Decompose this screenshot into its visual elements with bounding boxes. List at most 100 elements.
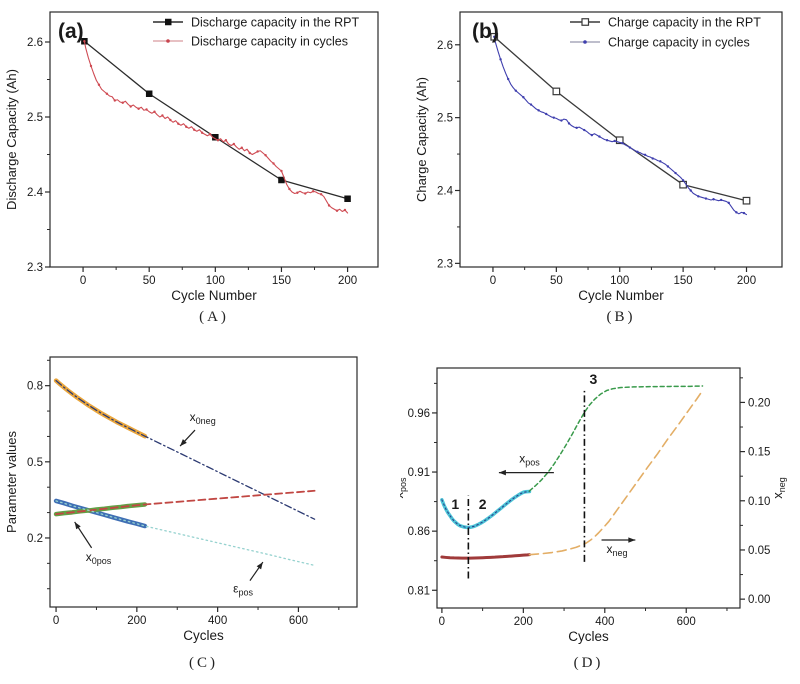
series-marker: [185, 125, 188, 128]
annotation-arrow-head: [180, 439, 187, 447]
series-charge-capacity-in-cycles: [493, 35, 748, 216]
series-marker: [529, 103, 533, 106]
y-right-tick-label: 0.05: [748, 545, 770, 557]
series-marker: [537, 109, 540, 112]
series-x0pos-fitted: [55, 489, 316, 516]
charge-capacity-chart: 0 50 100 150 200 2.3 2.4 2.5 2.6 Cycle Number Char…: [414, 11, 783, 303]
y-axis-label: xpos: [400, 477, 408, 499]
parameter-values-chart: 0 200 400 600 0.2 0.5 0.8 Cycles Parameter value…: [4, 356, 358, 643]
annotation-arrow: [249, 561, 264, 581]
legend-label: Discharge capacity in the RPT: [191, 16, 359, 30]
series-marker: [89, 64, 93, 68]
series-marker: [212, 134, 219, 141]
series-marker: [636, 150, 639, 154]
series-marker: [628, 146, 632, 149]
x-axis-label: Cycles: [568, 629, 609, 644]
legend-label: Charge capacity in the RPT: [608, 16, 761, 30]
x-tick-label: 0: [53, 615, 59, 627]
series-marker: [621, 141, 624, 145]
annotation-label-pos: εpos: [233, 582, 253, 598]
annotation-label-3: 3: [589, 371, 597, 387]
y-tick-label: 0.96: [408, 408, 430, 420]
series-marker: [97, 83, 101, 86]
caption-b: (B): [606, 309, 636, 325]
x-tick-label: 50: [550, 275, 563, 287]
y-tick-label: 0.86: [408, 526, 430, 538]
y-tick-label: 0.81: [408, 585, 430, 597]
y-axis-label: Discharge Capacity (Ah): [4, 69, 19, 210]
panel-stoichiometry: 0 200 400 600 0.81 0.86 0.91 0.96 0.00 0.05 0.10 0.…: [400, 340, 800, 684]
x-tick-label: 600: [677, 616, 696, 628]
series-marker: [560, 119, 563, 122]
series-marker: [192, 128, 196, 131]
series-marker: [552, 116, 556, 119]
series-marker: [216, 139, 220, 142]
stoichiometry-chart: 0 200 400 6000.810.860.910.960.000.050.100.…: [400, 367, 787, 644]
series-marker: [304, 192, 307, 195]
series-marker: [105, 92, 109, 95]
series-marker: [590, 133, 594, 137]
series-x-neg-measured: [440, 553, 531, 560]
series-line: [83, 40, 349, 200]
x-axis: 0 50 100 150 200: [490, 267, 756, 287]
y-tick-label: 2.4: [437, 186, 454, 198]
annotation-arrow-head: [498, 469, 506, 476]
series-discharge-capacity-in-cycles: [83, 40, 349, 214]
series-marker: [248, 151, 251, 155]
series-marker: [742, 196, 751, 205]
y-tick-label: 2.6: [437, 40, 453, 52]
legend-marker: [581, 18, 590, 26]
annotation-text: (a): [58, 20, 84, 43]
legend-marker: [166, 39, 170, 43]
annotation-text: 3: [589, 371, 597, 387]
series-marker: [161, 114, 164, 117]
caption-d: (D): [573, 655, 604, 671]
series-marker: [280, 169, 283, 173]
panel-charge-capacity: 0 50 100 150 200 2.3 2.4 2.5 2.6 Cycle Number Char…: [400, 0, 800, 340]
x-axis: 0 50 100 150 200: [80, 267, 357, 287]
series-marker: [575, 126, 578, 130]
series-line: [493, 36, 748, 202]
caption-a: (A): [199, 309, 229, 325]
x-tick-label: 200: [338, 275, 357, 287]
annotation-arrow-head: [256, 562, 263, 570]
y-tick-label: 2.4: [27, 187, 44, 199]
x-tick-label: 200: [514, 616, 533, 628]
x-tick-label: 0: [80, 275, 86, 287]
y-tick-label: 0.91: [408, 467, 430, 479]
annotation-label-2: 2: [479, 496, 487, 512]
annotation-text: 2: [479, 496, 487, 512]
y-axis: 0.81 0.86 0.91 0.96: [408, 382, 437, 597]
series-x0neg-measured: [53, 378, 148, 439]
series-marker: [83, 40, 86, 43]
series-x-pos-extrapolated: [528, 385, 704, 492]
annotation-arrow: [601, 537, 636, 543]
x-axis-label: Cycle Number: [578, 288, 664, 303]
series-line: [55, 489, 316, 516]
annotation-label-x-0neg: x0neg: [190, 410, 216, 426]
annotation-text: x0pos: [86, 550, 112, 566]
series-line: [441, 491, 530, 528]
y-axis: 2.3 2.4 2.5 2.6: [27, 37, 50, 274]
caption-c: (C): [189, 655, 218, 671]
legend-marker: [165, 18, 172, 26]
series-marker: [727, 201, 730, 205]
series-marker: [493, 35, 496, 38]
plot-frame: [49, 11, 379, 268]
series-discharge-capacity-in-the-rpt: [81, 38, 351, 202]
series-x-pos-fitted: [441, 491, 530, 528]
panel-discharge-capacity: 0 50 100 150 200 2.3 2.4 2.5 2.6 Cycle Number Disc…: [0, 0, 400, 340]
plot-frame: [49, 356, 358, 608]
x-axis-label: Cycle Number: [171, 288, 257, 303]
annotation-label-a: (a): [58, 20, 84, 43]
series-marker: [514, 89, 517, 92]
series-marker: [256, 150, 259, 153]
series-marker: [121, 101, 124, 104]
y-tick-label: 0.5: [27, 457, 43, 469]
series-marker: [343, 208, 347, 212]
series-marker: [145, 108, 148, 111]
y-tick-label: 2.5: [437, 113, 453, 125]
series-marker: [153, 110, 156, 113]
y-tick-label: 2.5: [27, 112, 43, 124]
